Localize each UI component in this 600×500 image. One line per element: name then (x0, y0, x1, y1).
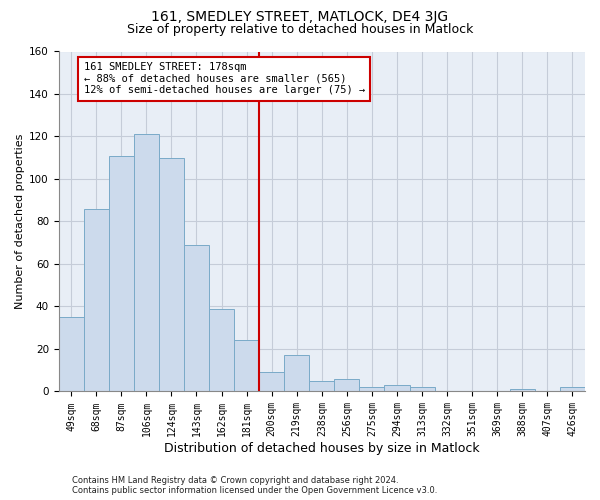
Bar (410, 387, 434, 392)
Bar (385, 385, 410, 392)
Bar (209, 308, 234, 392)
Bar (359, 387, 385, 392)
Y-axis label: Number of detached properties: Number of detached properties (15, 134, 25, 309)
Bar (259, 372, 284, 392)
Bar (334, 378, 359, 392)
Text: 161, SMEDLEY STREET, MATLOCK, DE4 3JG: 161, SMEDLEY STREET, MATLOCK, DE4 3JG (151, 10, 449, 24)
Bar (234, 340, 259, 392)
Bar (284, 356, 309, 392)
Bar (134, 134, 159, 392)
Bar (309, 381, 334, 392)
Bar (59, 317, 84, 392)
X-axis label: Distribution of detached houses by size in Matlock: Distribution of detached houses by size … (164, 442, 479, 455)
Bar (510, 390, 535, 392)
Bar (84, 208, 109, 392)
Bar (159, 158, 184, 392)
Text: Size of property relative to detached houses in Matlock: Size of property relative to detached ho… (127, 22, 473, 36)
Text: 161 SMEDLEY STREET: 178sqm
← 88% of detached houses are smaller (565)
12% of sem: 161 SMEDLEY STREET: 178sqm ← 88% of deta… (84, 62, 365, 96)
Bar (184, 245, 209, 392)
Bar (109, 156, 134, 392)
Text: Contains HM Land Registry data © Crown copyright and database right 2024.
Contai: Contains HM Land Registry data © Crown c… (72, 476, 437, 495)
Bar (560, 387, 585, 392)
